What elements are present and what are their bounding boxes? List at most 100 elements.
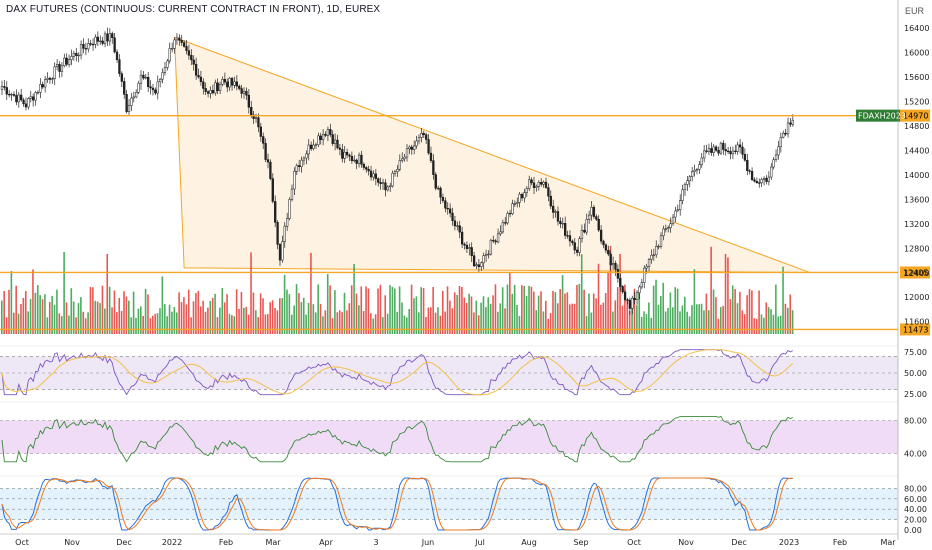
svg-text:12405: 12405: [903, 268, 928, 277]
candle: [633, 291, 636, 305]
candle: [51, 77, 54, 84]
candle: [753, 177, 756, 183]
volume-bar: [492, 295, 494, 334]
candle: [540, 178, 543, 187]
volume-bar: [509, 272, 511, 334]
candle: [144, 74, 147, 80]
candle: [345, 148, 349, 159]
volume-bar: [295, 284, 298, 334]
oscillator-pane: 80.00 40.00: [0, 401, 927, 463]
candle: [542, 180, 545, 188]
volume-bar: [262, 298, 264, 334]
volume-bar: [221, 288, 224, 334]
volume-bar: [648, 302, 650, 334]
candle: [233, 76, 236, 89]
volume-bar: [739, 291, 741, 334]
volume-bar: [180, 302, 183, 334]
candle: [384, 179, 387, 197]
volume-bar: [429, 307, 432, 334]
volume-bar: [614, 300, 617, 334]
volume-bar: [535, 310, 538, 334]
candle: [731, 146, 735, 160]
candle: [168, 42, 171, 64]
volume-bar: [94, 300, 97, 334]
candle: [681, 184, 684, 205]
volume-bar: [456, 295, 458, 334]
candle: [767, 171, 771, 186]
volume-bar: [113, 290, 116, 334]
volume-bar: [530, 286, 533, 334]
candle: [199, 70, 203, 86]
volume-bar: [39, 295, 41, 334]
candle: [611, 256, 615, 271]
volume-bar: [336, 312, 339, 334]
volume-bar: [787, 307, 789, 334]
candle: [401, 152, 404, 163]
volume-bar: [195, 293, 197, 334]
candle: [571, 239, 574, 246]
volume-bar: [420, 287, 422, 334]
volume-bar: [358, 305, 360, 334]
volume-bar: [633, 288, 636, 334]
level-price-label: 11473: [900, 323, 930, 336]
volume-bar: [417, 312, 420, 334]
candle: [226, 78, 229, 93]
volume-bar: [70, 288, 73, 334]
volume-bar: [765, 302, 768, 334]
volume-bar: [77, 303, 80, 334]
volume-bar: [190, 317, 192, 334]
time-tick: Oct: [627, 538, 641, 547]
candle: [578, 236, 581, 257]
candle: [96, 31, 100, 46]
candle: [607, 245, 610, 257]
indicator-tick: 50.00: [904, 369, 927, 378]
volume-bar: [125, 296, 128, 334]
candle: [108, 28, 111, 46]
volume-bar: [616, 287, 619, 334]
candle: [307, 139, 310, 161]
volume-bar: [386, 313, 389, 334]
candle: [736, 141, 739, 155]
candle: [135, 89, 138, 99]
candle: [309, 141, 313, 152]
volume-bar: [367, 288, 370, 334]
volume-bar: [204, 311, 207, 334]
candle: [566, 230, 569, 239]
volume-bar: [394, 288, 396, 334]
candle: [185, 40, 188, 55]
candle: [43, 75, 47, 93]
volume-bar: [650, 317, 653, 334]
candle: [221, 76, 224, 87]
volume-bar: [609, 245, 612, 334]
volume-bar: [154, 313, 156, 334]
candle: [587, 210, 591, 224]
volume-bar: [293, 305, 295, 334]
time-tick: Jul: [474, 538, 485, 547]
volume-bar: [408, 309, 410, 334]
volume-bar: [542, 311, 545, 334]
volume-bar: [355, 293, 358, 334]
volume-bar: [65, 302, 68, 334]
volume-bar: [168, 304, 171, 334]
candle: [214, 79, 217, 96]
volume-bar: [415, 296, 418, 334]
candle: [659, 232, 663, 249]
volume-bar: [559, 289, 561, 334]
candle: [79, 40, 83, 60]
candle: [475, 262, 478, 270]
volume-bar: [578, 283, 581, 334]
indicator-band: [0, 488, 898, 520]
candle: [343, 145, 346, 164]
candle: [101, 36, 104, 46]
volume-bar: [748, 289, 751, 334]
candle: [312, 139, 315, 151]
volume-bar: [17, 313, 20, 334]
candle: [120, 71, 123, 88]
candle: [166, 58, 169, 71]
candle: [314, 142, 318, 149]
volume-bar: [173, 307, 176, 334]
volume-bar: [139, 306, 142, 334]
volume-bar: [775, 284, 777, 334]
volume-bar: [406, 317, 408, 334]
